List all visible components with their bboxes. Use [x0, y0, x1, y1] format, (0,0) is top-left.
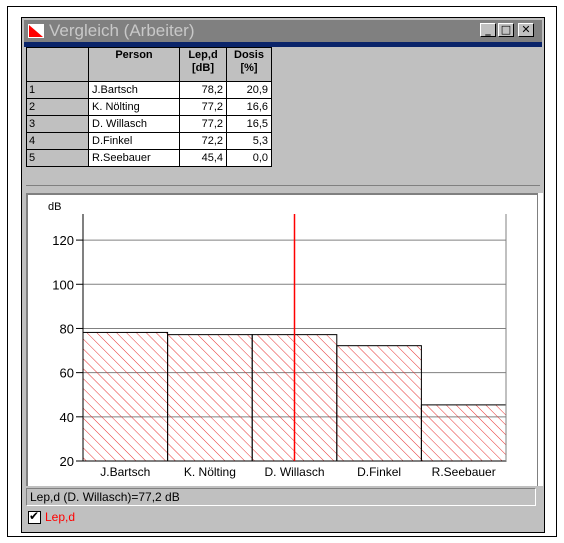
column-header-lepd[interactable]: Lep,d [dB] — [179, 47, 227, 82]
window-title: Vergleich (Arbeiter) — [49, 21, 195, 40]
column-header-lepd-label: Lep,d — [188, 49, 218, 61]
cell-dosis[interactable]: 0,0 — [226, 149, 272, 167]
cell-lepd[interactable]: 78,2 — [179, 81, 227, 99]
cell-dosis[interactable]: 16,6 — [226, 98, 272, 116]
cell-person[interactable]: D.Finkel — [88, 132, 180, 150]
row-number[interactable]: 3 — [26, 115, 89, 133]
bar-chart[interactable]: dB 20 40 60 80 100 120 J.Bartsch K. Nölting D. Wi… — [28, 195, 535, 484]
y-tick-label: 20 — [60, 454, 74, 469]
legend[interactable]: ✔ Lep,d — [28, 509, 75, 527]
y-axis-label: dB — [48, 201, 61, 213]
column-header-person-label: Person — [115, 49, 153, 61]
column-header-dosis[interactable]: Dosis [%] — [226, 47, 272, 82]
cell-dosis[interactable]: 5,3 — [226, 132, 272, 150]
column-header-dosis-unit: [%] — [240, 62, 258, 74]
cell-person[interactable]: J.Bartsch — [88, 81, 180, 99]
window-app-icon[interactable] — [28, 24, 44, 38]
maximize-button[interactable]: □ — [498, 23, 514, 37]
row-number[interactable]: 4 — [26, 132, 89, 150]
table-header-row: Person Lep,d [dB] Dosis [%] — [26, 47, 272, 82]
cell-dosis[interactable]: 16,5 — [226, 115, 272, 133]
x-tick-label: K. Nölting — [184, 465, 236, 479]
table-row[interactable]: 5 R.Seebauer 45,4 0,0 — [26, 149, 272, 167]
y-tick-label: 120 — [52, 233, 74, 248]
column-header-lepd-unit: [dB] — [192, 62, 214, 74]
chart-vertical-scrollbar[interactable] — [537, 193, 543, 486]
x-tick-label: R.Seebauer — [432, 465, 496, 479]
bar — [167, 334, 253, 462]
bar — [336, 345, 422, 462]
comparison-table: Person Lep,d [dB] Dosis [%] 1 J.Bartsch — [26, 47, 272, 167]
legend-checkbox[interactable]: ✔ — [28, 509, 41, 525]
column-header-person[interactable]: Person — [88, 47, 180, 82]
column-header-dosis-label: Dosis — [234, 49, 264, 61]
bar — [82, 331, 169, 462]
x-tick-label: J.Bartsch — [100, 465, 150, 479]
cell-person[interactable]: K. Nölting — [88, 98, 180, 116]
x-tick-label: D.Finkel — [357, 465, 401, 479]
table-horizontal-scrollbar[interactable] — [26, 185, 540, 190]
cell-lepd[interactable]: 77,2 — [179, 115, 227, 133]
table-row[interactable]: 2 K. Nölting 77,2 16,6 — [26, 98, 272, 116]
table-row[interactable]: 3 D. Willasch 77,2 16,5 — [26, 115, 272, 133]
legend-label: Lep,d — [45, 510, 76, 524]
cell-lepd[interactable]: 45,4 — [179, 149, 227, 167]
chart-panel[interactable]: dB 20 40 60 80 100 120 J.Bartsch K. Nölting D. Wi… — [26, 193, 537, 486]
comparison-window: Vergleich (Arbeiter) _ □ ✕ Person Lep,d … — [21, 17, 545, 533]
cell-person[interactable]: R.Seebauer — [88, 149, 180, 167]
data-table-area: Person Lep,d [dB] Dosis [%] 1 J.Bartsch — [26, 47, 540, 190]
minimize-button[interactable]: _ — [480, 23, 496, 37]
status-readout: Lep,d (D. Willasch)=77,2 dB — [26, 488, 536, 506]
row-number[interactable]: 5 — [26, 149, 89, 167]
table-row[interactable]: 4 D.Finkel 72,2 5,3 — [26, 132, 272, 150]
y-tick-label: 60 — [60, 366, 74, 381]
title-bar[interactable]: Vergleich (Arbeiter) _ □ ✕ — [24, 20, 542, 42]
row-number-header — [26, 47, 89, 82]
cell-lepd[interactable]: 77,2 — [179, 98, 227, 116]
cell-dosis[interactable]: 20,9 — [226, 81, 272, 99]
y-tick-label: 80 — [60, 321, 74, 336]
cell-lepd[interactable]: 72,2 — [179, 132, 227, 150]
row-number[interactable]: 1 — [26, 81, 89, 99]
y-tick-label: 100 — [52, 277, 74, 292]
bar — [420, 404, 507, 462]
y-tick-label: 40 — [60, 410, 74, 425]
cell-person[interactable]: D. Willasch — [88, 115, 180, 133]
checkmark-icon: ✔ — [29, 509, 40, 524]
row-number[interactable]: 2 — [26, 98, 89, 116]
x-tick-label: D. Willasch — [264, 465, 324, 479]
close-button[interactable]: ✕ — [518, 23, 534, 37]
title-underline — [24, 42, 542, 47]
table-row[interactable]: 1 J.Bartsch 78,2 20,9 — [26, 81, 272, 99]
